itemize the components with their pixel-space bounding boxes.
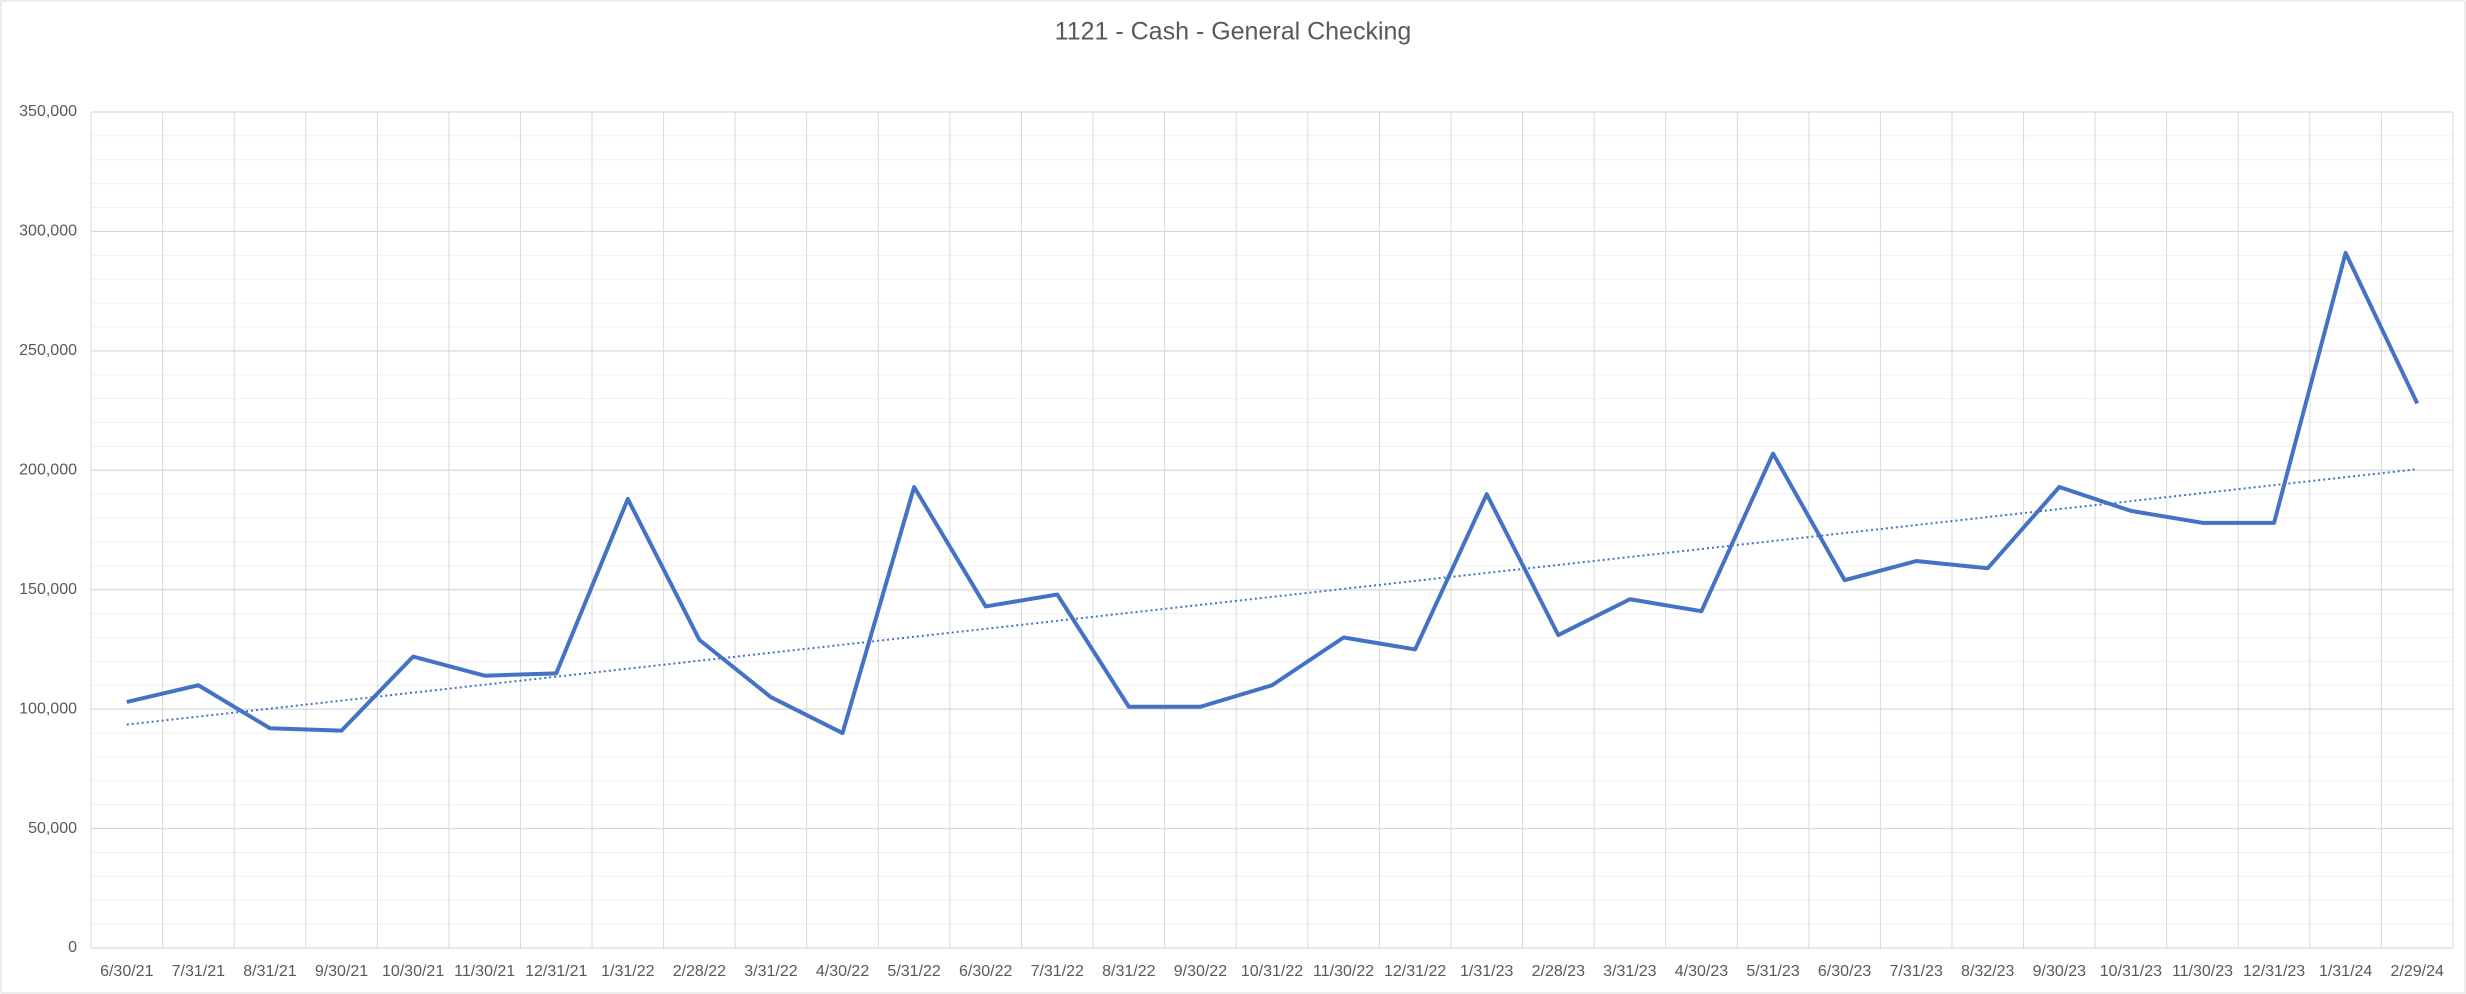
x-tick-label: 1/31/24 — [2319, 963, 2372, 980]
x-tick-label: 12/31/22 — [1384, 963, 1446, 980]
x-tick-label: 6/30/21 — [100, 963, 153, 980]
x-tick-label: 8/31/22 — [1102, 963, 1155, 980]
x-tick-label: 10/31/23 — [2100, 963, 2162, 980]
x-tick-label: 9/30/23 — [2033, 963, 2086, 980]
x-tick-label: 5/31/23 — [1746, 963, 1799, 980]
x-tick-label: 6/30/22 — [959, 963, 1012, 980]
x-tick-label: 11/30/23 — [2172, 963, 2233, 980]
line-series — [126, 250, 2420, 736]
x-tick-label: 8/31/21 — [243, 963, 296, 980]
y-tick-label: 0 — [68, 939, 77, 956]
x-tick-label: 9/30/21 — [315, 963, 368, 980]
x-tick-label: 9/30/22 — [1174, 963, 1227, 980]
x-tick-label: 5/31/22 — [887, 963, 940, 980]
x-tick-label: 8/32/23 — [1961, 963, 2014, 980]
y-tick-label: 50,000 — [28, 820, 77, 837]
x-tick-label: 11/30/21 — [454, 963, 515, 980]
x-tick-label: 4/30/23 — [1675, 963, 1728, 980]
x-tick-label: 7/31/21 — [172, 963, 225, 980]
x-tick-label: 3/31/23 — [1603, 963, 1656, 980]
x-tick-label: 1/31/23 — [1460, 963, 1513, 980]
x-tick-label: 3/31/22 — [744, 963, 797, 980]
x-tick-label: 10/30/21 — [382, 963, 444, 980]
x-tick-label: 7/31/22 — [1031, 963, 1084, 980]
chart-title: 1121 - Cash - General Checking — [1055, 18, 1412, 46]
x-tick-label: 7/31/23 — [1889, 963, 1942, 980]
x-tick-label: 12/31/21 — [525, 963, 587, 980]
y-tick-label: 250,000 — [19, 342, 77, 359]
x-tick-label: 1/31/22 — [601, 963, 654, 980]
y-tick-label: 300,000 — [19, 223, 77, 240]
x-tick-label: 4/30/22 — [816, 963, 869, 980]
y-tick-label: 200,000 — [19, 462, 77, 479]
x-tick-label: 10/31/22 — [1241, 963, 1303, 980]
x-tick-label: 2/29/24 — [2391, 963, 2444, 980]
y-tick-label: 150,000 — [19, 581, 77, 598]
y-tick-label: 100,000 — [19, 700, 77, 717]
x-tick-label: 11/30/22 — [1313, 963, 1374, 980]
x-tick-label: 2/28/22 — [673, 963, 726, 980]
y-tick-label: 350,000 — [19, 103, 77, 120]
x-tick-label: 12/31/23 — [2243, 963, 2305, 980]
x-tick-label: 2/28/23 — [1532, 963, 1585, 980]
x-tick-label: 6/30/23 — [1818, 963, 1871, 980]
